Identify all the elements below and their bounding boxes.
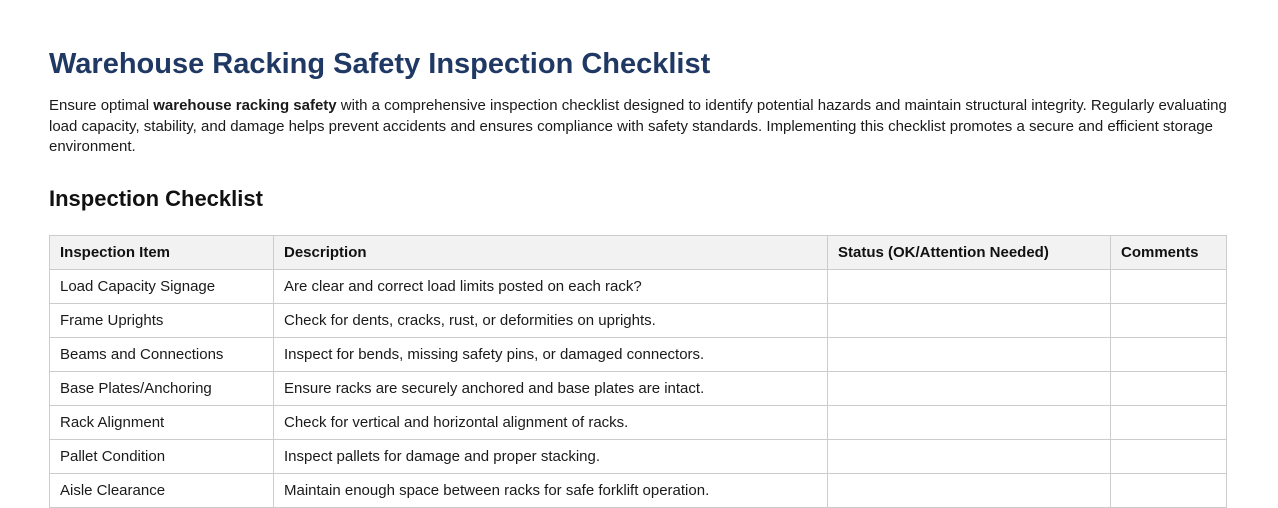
table-row: Beams and Connections Inspect for bends,…: [49, 336, 1227, 372]
intro-text-start: Ensure optimal: [49, 97, 154, 114]
table-row: Rack Alignment Check for vertical and ho…: [49, 404, 1227, 440]
cell-item: Load Capacity Signage: [49, 268, 274, 304]
cell-description: Are clear and correct load limits posted…: [273, 268, 828, 304]
cell-status: [827, 404, 1111, 440]
cell-comments: [1110, 438, 1227, 474]
table-row: Aisle Clearance Maintain enough space be…: [49, 472, 1227, 508]
cell-item: Rack Alignment: [49, 404, 274, 440]
intro-paragraph: Ensure optimal warehouse racking safety …: [49, 96, 1227, 158]
cell-item: Pallet Condition: [49, 438, 274, 474]
cell-comments: [1110, 472, 1227, 508]
header-inspection-item: Inspection Item: [49, 234, 274, 270]
cell-comments: [1110, 404, 1227, 440]
cell-status: [827, 472, 1111, 508]
intro-bold-phrase: warehouse racking safety: [153, 97, 337, 114]
inspection-checklist-table: Inspection Item Description Status (OK/A…: [49, 234, 1227, 508]
cell-description: Inspect pallets for damage and proper st…: [273, 438, 828, 474]
table-row: Load Capacity Signage Are clear and corr…: [49, 268, 1227, 304]
table-row: Frame Uprights Check for dents, cracks, …: [49, 302, 1227, 338]
cell-item: Aisle Clearance: [49, 472, 274, 508]
cell-description: Ensure racks are securely anchored and b…: [273, 370, 828, 406]
cell-description: Maintain enough space between racks for …: [273, 472, 828, 508]
table-row: Pallet Condition Inspect pallets for dam…: [49, 438, 1227, 474]
section-heading-inspection-checklist: Inspection Checklist: [49, 185, 263, 211]
cell-status: [827, 268, 1111, 304]
cell-description: Check for vertical and horizontal alignm…: [273, 404, 828, 440]
cell-comments: [1110, 302, 1227, 338]
cell-description: Inspect for bends, missing safety pins, …: [273, 336, 828, 372]
cell-item: Base Plates/Anchoring: [49, 370, 274, 406]
intro-text-end: with a comprehensive inspection checklis…: [49, 97, 1227, 155]
cell-status: [827, 336, 1111, 372]
cell-status: [827, 302, 1111, 338]
cell-status: [827, 438, 1111, 474]
page-title: Warehouse Racking Safety Inspection Chec…: [49, 48, 711, 80]
cell-status: [827, 370, 1111, 406]
cell-item: Beams and Connections: [49, 336, 274, 372]
header-comments: Comments: [1110, 234, 1227, 270]
cell-item: Frame Uprights: [49, 302, 274, 338]
cell-comments: [1110, 336, 1227, 372]
header-status: Status (OK/Attention Needed): [827, 234, 1111, 270]
cell-comments: [1110, 268, 1227, 304]
cell-description: Check for dents, cracks, rust, or deform…: [273, 302, 828, 338]
table-header-row: Inspection Item Description Status (OK/A…: [49, 234, 1227, 270]
table-row: Base Plates/Anchoring Ensure racks are s…: [49, 370, 1227, 406]
header-description: Description: [273, 234, 828, 270]
cell-comments: [1110, 370, 1227, 406]
